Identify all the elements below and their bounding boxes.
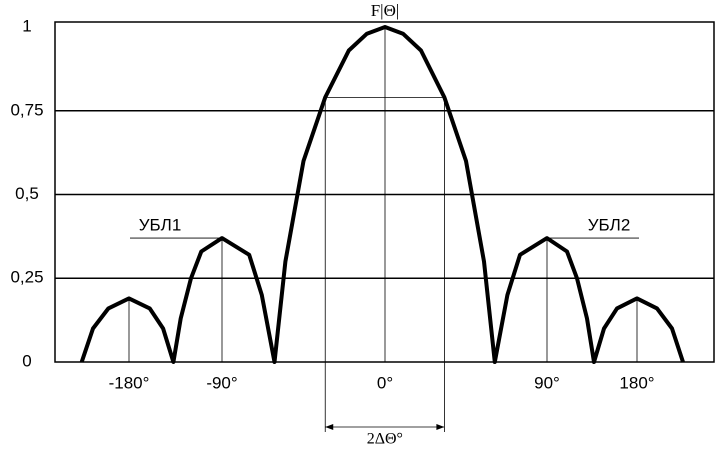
annotation: УБЛ2 [588, 216, 631, 235]
y-tick-label: 0,25 [10, 268, 43, 287]
pattern-line [79, 25, 685, 364]
y-tick-label: 0 [22, 351, 31, 370]
plot-frame [54, 21, 715, 363]
y-tick-label: 1 [22, 17, 31, 36]
x-tick-label: 0° [377, 373, 393, 392]
x-tick-label: -90° [206, 373, 237, 392]
annotation: УБЛ1 [139, 216, 182, 235]
x-tick-label: 90° [534, 373, 560, 392]
y-tick-label: 0,75 [10, 100, 43, 119]
beamwidth-label: 2ΔΘ° [367, 431, 403, 448]
x-tick-label: 180° [619, 373, 654, 392]
y-tick-label: 0,5 [15, 184, 39, 203]
x-tick-label: -180° [109, 373, 150, 392]
chart-title: F|Θ| [371, 1, 400, 20]
